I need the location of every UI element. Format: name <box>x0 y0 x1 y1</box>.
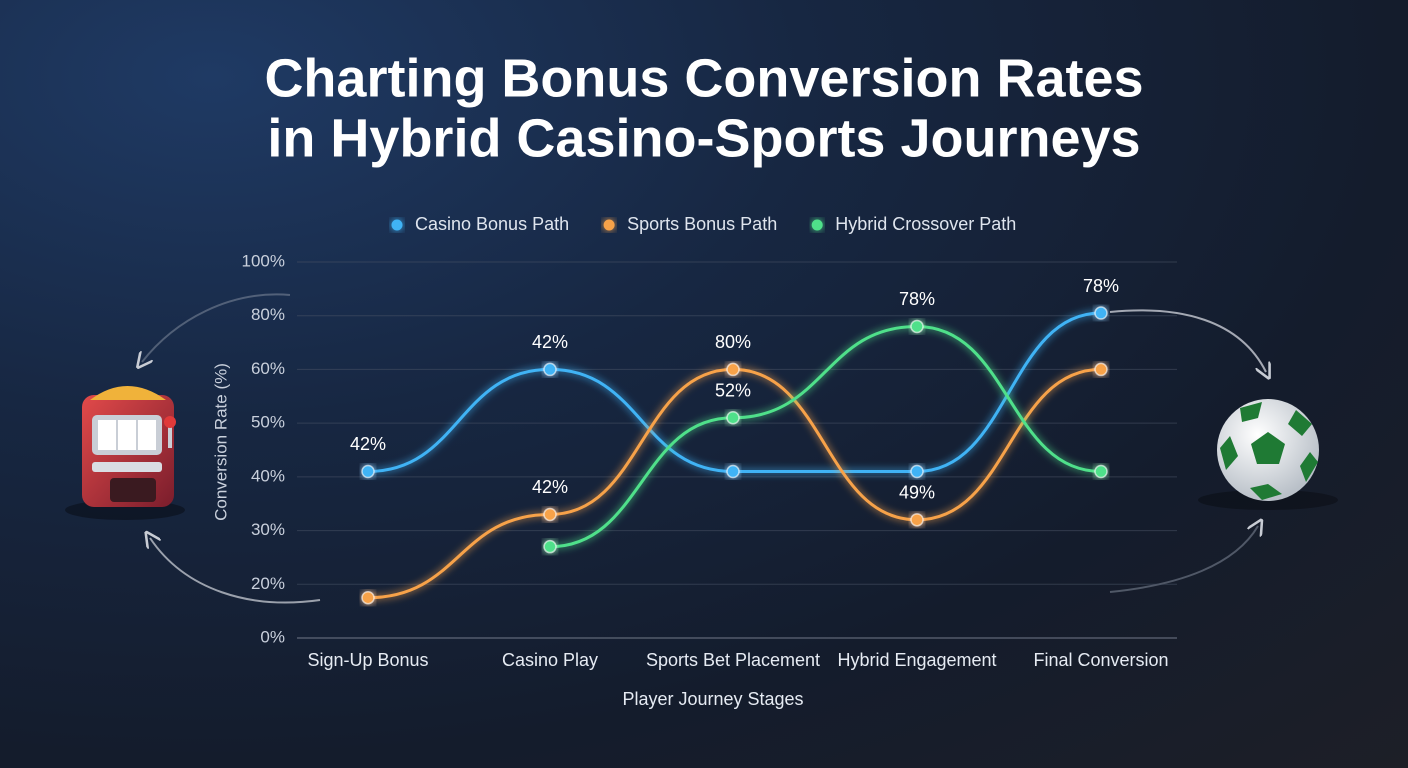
annotation: 42% <box>532 477 568 497</box>
decor-arrow <box>150 538 321 604</box>
data-point <box>543 539 557 554</box>
data-point <box>726 411 740 425</box>
x-axis-label: Player Journey Stages <box>622 689 803 709</box>
y-tick-label: 20% <box>251 574 285 593</box>
decor-arrow <box>1109 309 1266 372</box>
y-tick-label: 30% <box>251 520 285 539</box>
x-tick-label: Sign-Up Bonus <box>307 650 428 670</box>
data-point <box>1094 464 1108 479</box>
annotation: 42% <box>350 434 386 454</box>
x-tick-label: Final Conversion <box>1033 650 1168 670</box>
decor-arrow <box>142 293 291 362</box>
soccer-ball-icon <box>1198 399 1338 510</box>
x-tick-label: Sports Bet Placement <box>646 650 820 670</box>
decor-arrow <box>1109 526 1258 593</box>
data-point <box>910 319 924 334</box>
annotation: 52% <box>715 381 751 401</box>
y-tick-label: 80% <box>251 305 285 324</box>
data-point <box>361 590 375 605</box>
legend-label: Casino Bonus Path <box>415 214 569 234</box>
chart-title: Charting Bonus Conversion Rates <box>264 48 1143 108</box>
y-tick-label: 100% <box>242 251 285 270</box>
data-point <box>910 464 924 479</box>
annotation: 78% <box>1083 276 1119 296</box>
data-point <box>726 362 740 377</box>
legend-label: Hybrid Crossover Path <box>835 214 1016 234</box>
data-point <box>543 507 557 522</box>
plot-area: 0% 20% 30% 40% 50% 60% 80% 100% Conversion Rate … <box>211 251 1177 709</box>
data-point <box>1094 362 1108 377</box>
annotation: 78% <box>899 289 935 309</box>
slot-machine-icon <box>65 386 185 520</box>
data-point <box>910 513 924 527</box>
legend-marker <box>391 219 403 231</box>
x-tick-label: Casino Play <box>502 650 598 670</box>
y-axis-label: Conversion Rate (%) <box>211 363 230 521</box>
legend-marker <box>811 219 823 231</box>
data-point <box>1094 306 1108 320</box>
y-tick-label: 0% <box>260 627 285 646</box>
chart-title: in Hybrid Casino-Sports Journeys <box>267 108 1140 168</box>
annotation: 49% <box>899 483 935 503</box>
data-point <box>543 362 557 377</box>
legend: Casino Bonus Path Sports Bonus Path Hybrid… <box>391 214 1016 234</box>
line-series <box>367 367 1102 600</box>
annotation: 42% <box>532 332 568 352</box>
annotation: 80% <box>715 332 751 352</box>
y-tick-label: 60% <box>251 359 285 378</box>
legend-marker <box>603 219 615 231</box>
y-tick-label: 50% <box>251 413 285 432</box>
data-point <box>726 464 740 479</box>
data-point <box>361 464 375 479</box>
y-tick-label: 40% <box>251 466 285 485</box>
legend-label: Sports Bonus Path <box>627 214 777 234</box>
x-tick-label: Hybrid Engagement <box>837 650 996 670</box>
line-series <box>549 324 1102 549</box>
